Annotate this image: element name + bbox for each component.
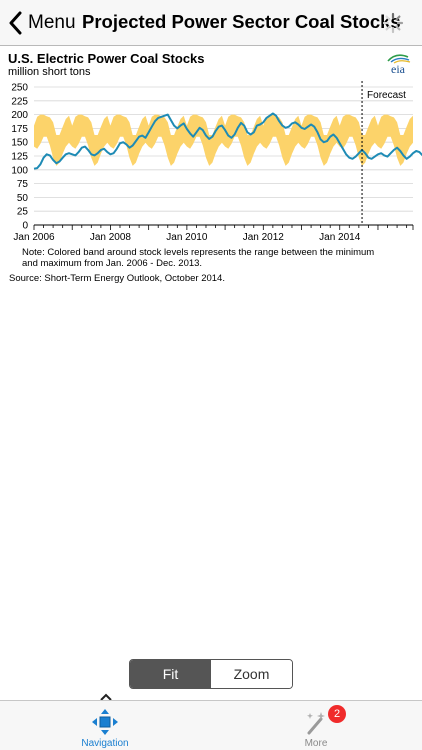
x-tick-label: Jan 2014 xyxy=(319,232,361,243)
x-tick-label: Jan 2008 xyxy=(90,232,132,243)
chevron-left-icon xyxy=(9,11,22,35)
y-tick-label: 25 xyxy=(17,207,29,218)
x-tick-label: Jan 2006 xyxy=(13,232,55,243)
more-badge: 2 xyxy=(328,705,346,723)
y-tick-label: 250 xyxy=(11,83,28,94)
tab-more[interactable]: 2 More xyxy=(261,701,371,750)
coal-stocks-chart: 0 25 50 75 100 125 150 175 200 225 250 Jan 2006 Jan … xyxy=(0,80,422,250)
page-title: Projected Power Sector Coal Stocks xyxy=(82,11,401,32)
tab-navigation[interactable]: Navigation xyxy=(50,701,160,750)
chart-note-line-1: Note: Colored band around stock levels r… xyxy=(22,247,375,258)
svg-text:eia: eia xyxy=(391,62,406,76)
back-button[interactable]: Menu xyxy=(8,9,76,37)
view-mode-control: Fit Zoom xyxy=(129,659,293,689)
y-tick-label: 175 xyxy=(11,124,28,135)
y-tick-label: 125 xyxy=(11,152,28,163)
y-tick-label: 200 xyxy=(11,110,28,121)
tab-more-label: More xyxy=(304,738,328,749)
magic-wand-icon xyxy=(307,712,325,735)
zoom-button[interactable]: Zoom xyxy=(211,660,292,688)
min-max-range-band xyxy=(34,114,413,166)
chart-canvas: 0 25 50 75 100 125 150 175 200 225 250 Jan 2006 Jan … xyxy=(11,81,422,243)
eia-logo: eia xyxy=(387,54,411,76)
tab-navigation-label: Navigation xyxy=(81,738,129,749)
y-tick-label: 50 xyxy=(17,193,29,204)
y-tick-label: 100 xyxy=(11,165,28,176)
chart-note-line-2: and maximum from Jan. 2006 - Dec. 2013. xyxy=(22,258,203,269)
loading-spinner-icon xyxy=(382,12,404,34)
tab-bar: Navigation 2 More xyxy=(0,700,422,750)
y-tick-label: 75 xyxy=(17,179,29,190)
navigation-bar: Menu Projected Power Sector Coal Stocks xyxy=(0,0,422,46)
chart-note: Note: Colored band around stock levels r… xyxy=(22,247,402,269)
caret-up-icon[interactable] xyxy=(100,693,112,701)
coal-stocks-line xyxy=(33,112,422,170)
x-tick-label: Jan 2012 xyxy=(243,232,285,243)
x-tick-label: Jan 2010 xyxy=(166,232,208,243)
forecast-label: Forecast xyxy=(367,90,406,101)
fit-button[interactable]: Fit xyxy=(130,660,211,688)
y-tick-label: 225 xyxy=(11,96,28,107)
y-tick-label: 0 xyxy=(22,221,28,232)
y-axis-unit-label: million short tons xyxy=(8,66,91,78)
navigation-icon xyxy=(92,709,118,735)
y-tick-label: 150 xyxy=(11,138,28,149)
back-button-label: Menu xyxy=(28,12,76,33)
chart-title: U.S. Electric Power Coal Stocks xyxy=(8,51,205,66)
chart-source: Source: Short-Term Energy Outlook, Octob… xyxy=(9,273,225,284)
